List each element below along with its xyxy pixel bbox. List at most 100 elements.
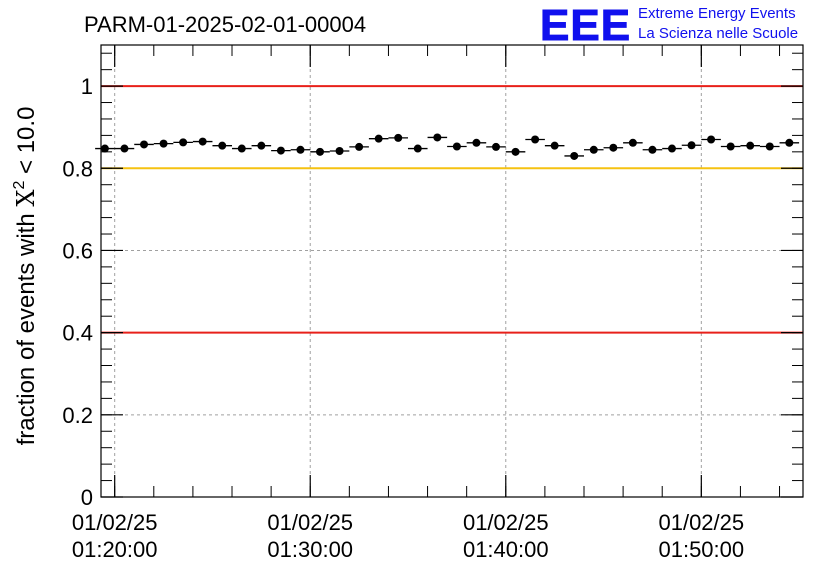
- data-point-marker: [628, 138, 637, 147]
- data-point: [408, 144, 428, 153]
- data-point: [290, 145, 311, 154]
- data-point-marker: [140, 140, 149, 149]
- data-point-marker: [550, 141, 559, 150]
- y-tick-label: 0.2: [62, 403, 93, 428]
- data-point: [720, 142, 741, 151]
- y-tick-label: 0.4: [62, 321, 93, 346]
- data-point-marker: [707, 135, 716, 144]
- data-point: [95, 144, 115, 153]
- x-tick-label-date: 01/02/25: [463, 510, 549, 535]
- data-point-marker: [746, 141, 755, 150]
- data-point: [662, 144, 682, 153]
- data-point: [466, 138, 487, 147]
- data-point-marker: [531, 135, 540, 144]
- data-point: [388, 133, 409, 142]
- data-point-marker: [237, 144, 246, 153]
- data-point-marker: [198, 137, 207, 146]
- data-point: [603, 143, 624, 152]
- data-point: [447, 142, 467, 151]
- data-point-marker: [589, 145, 598, 154]
- y-tick-label: 0.8: [62, 156, 93, 181]
- data-point-marker: [491, 142, 500, 151]
- data-point-marker: [570, 151, 579, 160]
- data-point: [329, 147, 350, 156]
- data-point-marker: [394, 133, 403, 142]
- data-point-marker: [667, 144, 676, 153]
- data-point: [134, 140, 154, 149]
- x-tick-label-date: 01/02/25: [267, 510, 353, 535]
- data-point: [173, 138, 193, 147]
- data-point: [759, 142, 780, 151]
- data-point: [232, 144, 252, 153]
- y-axis-label-symbol: X: [12, 190, 40, 207]
- data-point: [212, 141, 233, 150]
- data-point: [583, 145, 604, 154]
- x-tick-label-date: 01/02/25: [72, 510, 158, 535]
- y-axis-label-prefix: fraction of events with: [13, 207, 40, 446]
- data-point-marker: [159, 139, 168, 148]
- y-axis-label: fraction of events with X2 < 10.0: [11, 107, 40, 446]
- data-points: [95, 133, 800, 160]
- data-point-marker: [433, 133, 442, 142]
- chart-title: PARM-01-2025-02-01-00004: [84, 12, 366, 37]
- data-point-marker: [785, 138, 794, 147]
- eee-logo-line2: La Scienza nelle Scuole: [638, 25, 798, 42]
- data-point-marker: [100, 144, 109, 153]
- data-point: [114, 144, 135, 153]
- plot-frame: [100, 44, 804, 498]
- data-point-marker: [648, 145, 657, 154]
- data-point-marker: [257, 141, 266, 150]
- data-point-marker: [120, 144, 129, 153]
- data-point-marker: [276, 146, 285, 155]
- y-tick-label: 1: [81, 74, 93, 99]
- reference-lines: [101, 85, 803, 334]
- data-point: [525, 135, 545, 144]
- y-tick-label: 0: [81, 485, 93, 510]
- y-axis-label-suffix: < 10.0: [13, 107, 40, 181]
- x-tick-label-time: 01:20:00: [72, 537, 158, 562]
- data-point: [310, 147, 330, 156]
- x-tick-label-date: 01/02/25: [658, 510, 744, 535]
- data-point-marker: [511, 147, 520, 156]
- data-point-marker: [413, 144, 422, 153]
- data-point: [192, 137, 213, 146]
- data-point: [623, 138, 643, 147]
- data-point-marker: [452, 142, 461, 151]
- y-axis-label-superscript: 2: [11, 181, 28, 190]
- data-point: [544, 141, 565, 150]
- data-point-marker: [374, 134, 383, 143]
- data-point: [368, 134, 389, 143]
- eee-logo-line1: Extreme Energy Events: [638, 5, 796, 22]
- data-point-marker: [179, 138, 188, 147]
- data-point: [681, 141, 702, 150]
- data-point: [427, 133, 448, 142]
- data-point: [779, 138, 800, 147]
- data-point-marker: [335, 147, 344, 156]
- eee-logo: EEE Extreme Energy Events La Scienza nel…: [540, 1, 799, 51]
- data-point: [642, 145, 663, 154]
- y-tick-label: 0.6: [62, 238, 93, 263]
- data-point: [271, 146, 291, 155]
- data-point: [505, 147, 526, 156]
- tick-labels: 00.20.40.60.8101/02/2501:20:0001/02/2501…: [62, 74, 744, 562]
- data-point-marker: [218, 141, 227, 150]
- data-point-marker: [472, 138, 481, 147]
- data-point: [349, 142, 369, 151]
- data-point: [251, 141, 272, 150]
- data-point-marker: [316, 147, 325, 156]
- x-tick-label-time: 01:30:00: [267, 537, 353, 562]
- data-point: [564, 151, 584, 160]
- x-tick-label-time: 01:40:00: [463, 537, 549, 562]
- data-point-marker: [296, 145, 305, 154]
- x-tick-label-time: 01:50:00: [658, 537, 744, 562]
- data-point-marker: [355, 142, 364, 151]
- data-point-marker: [687, 141, 696, 150]
- grid-lines: [101, 45, 803, 497]
- data-point-marker: [609, 143, 618, 152]
- data-point: [701, 135, 721, 144]
- axis-ticks: [101, 45, 803, 498]
- data-point: [740, 141, 760, 150]
- eee-logo-mark: EEE: [540, 1, 631, 50]
- data-point: [153, 139, 174, 148]
